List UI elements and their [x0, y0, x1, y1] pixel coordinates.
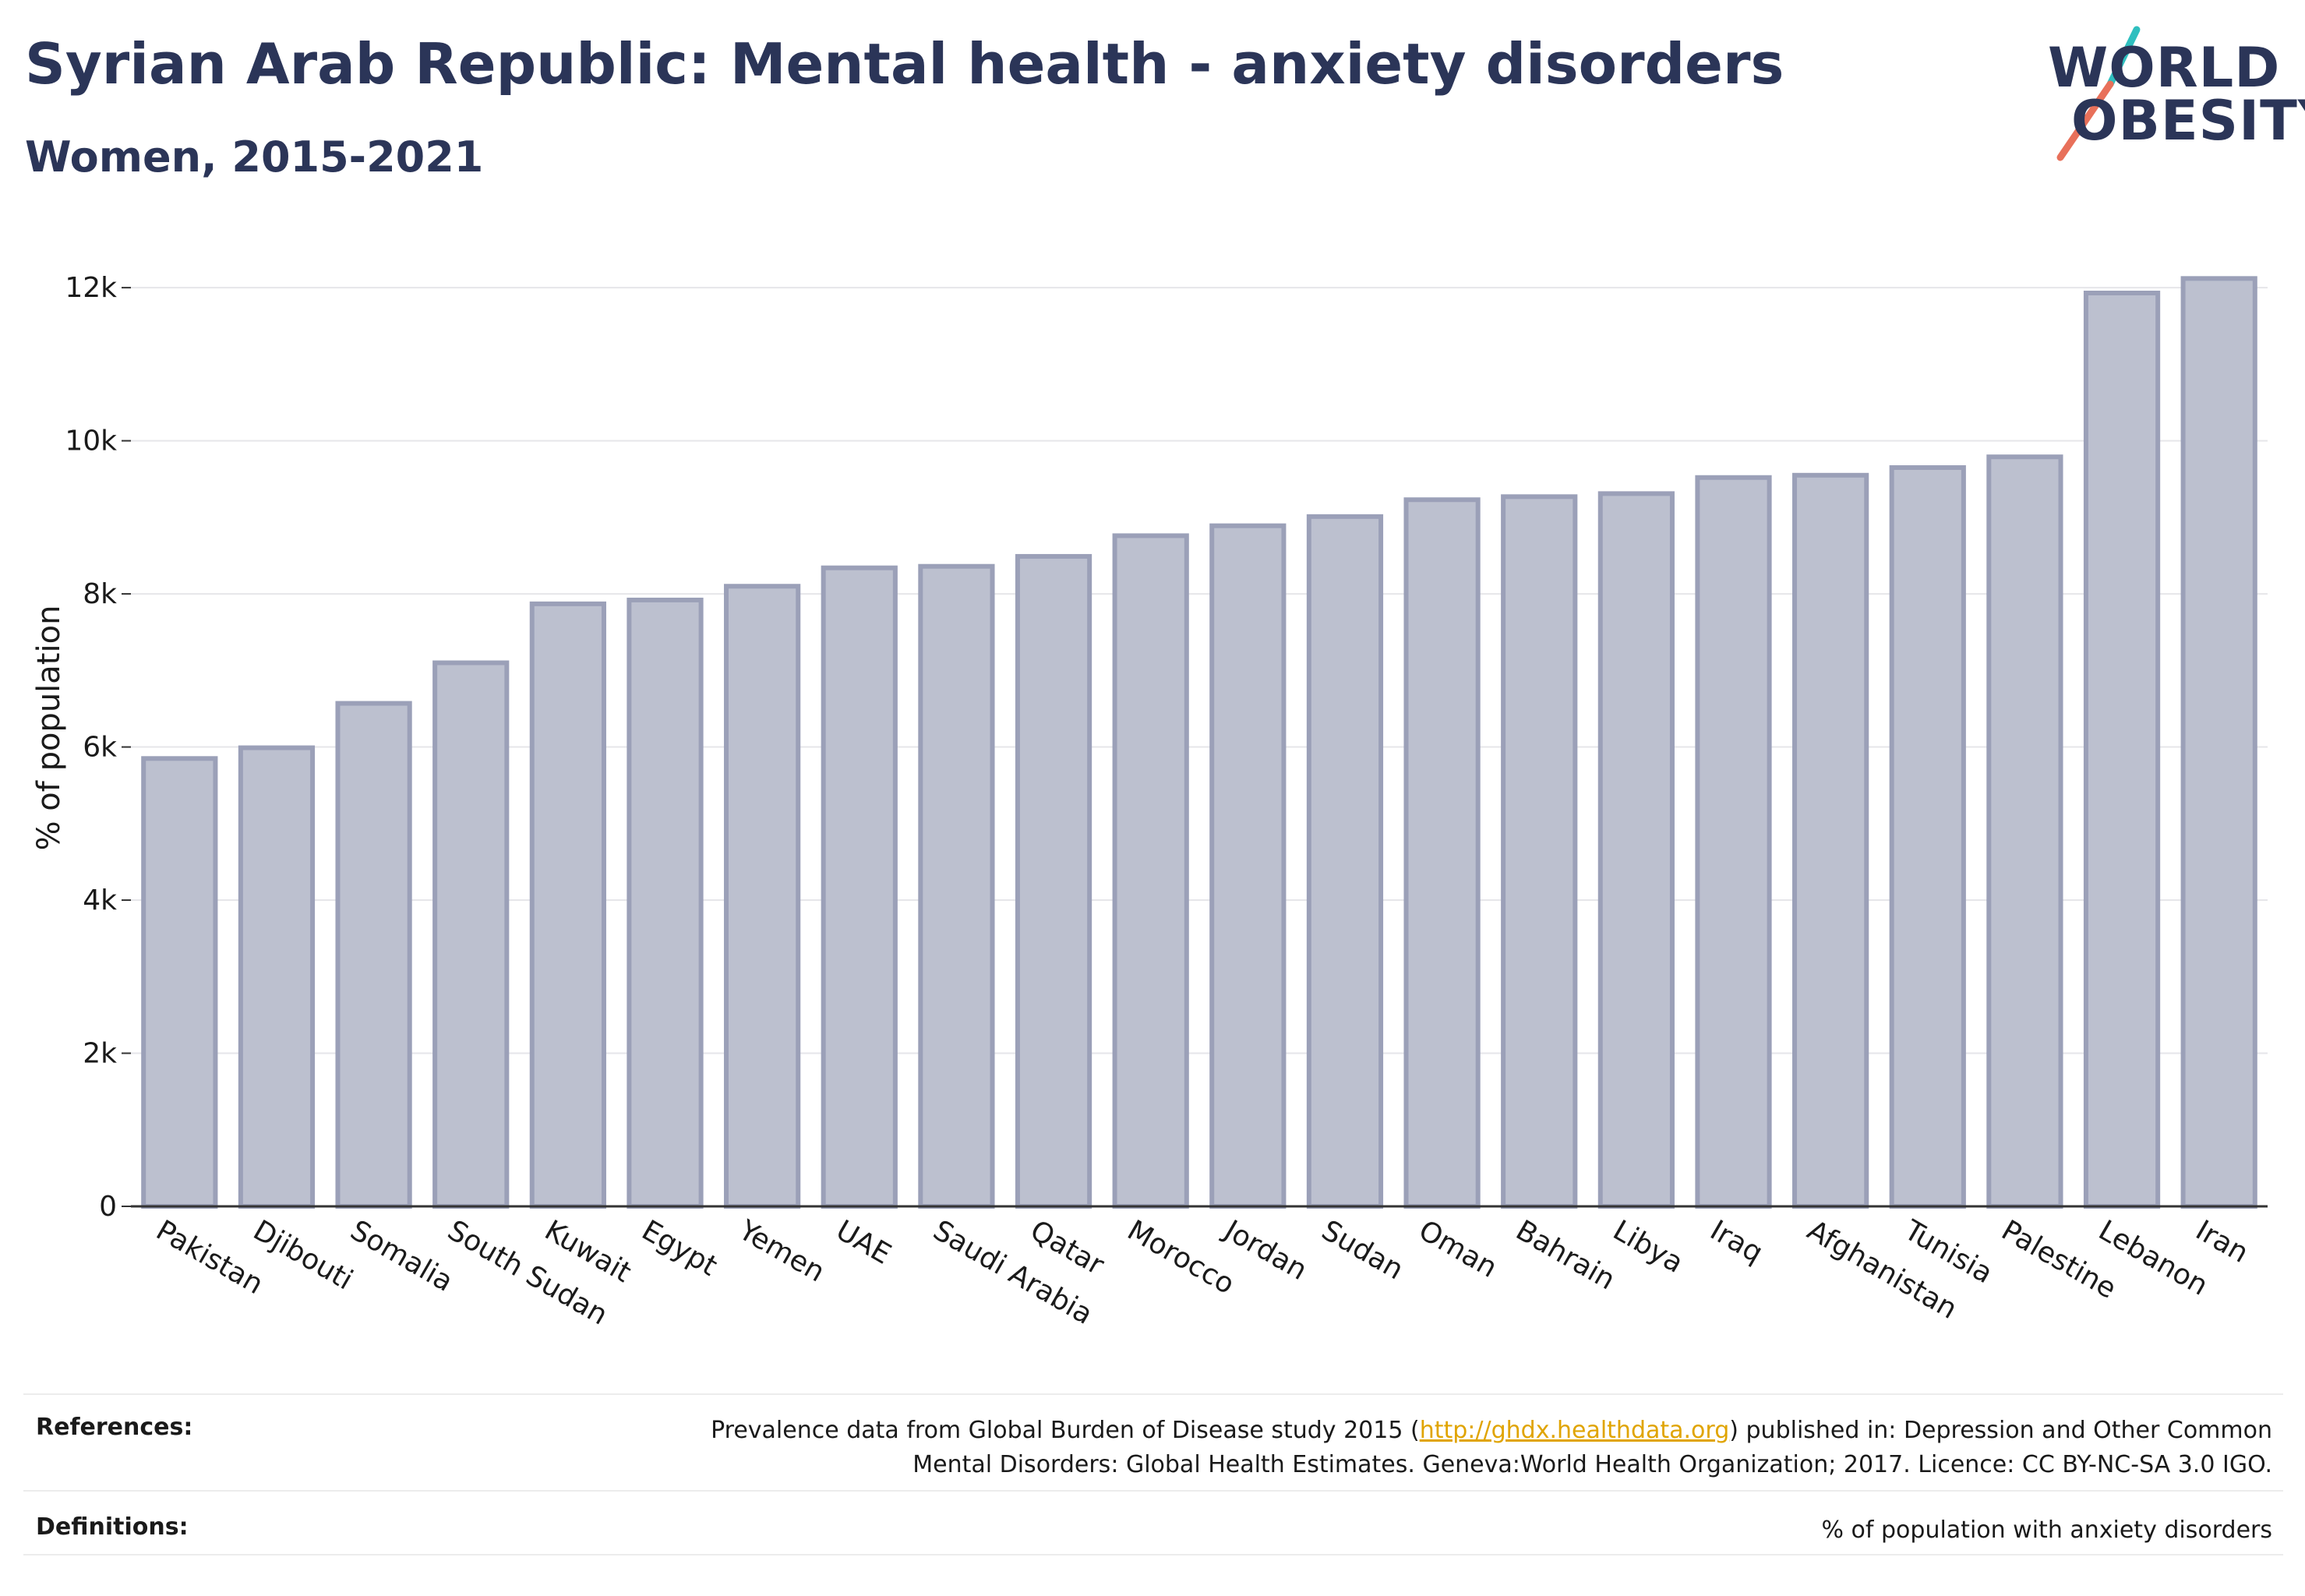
bar-uae[interactable]: [821, 565, 898, 1209]
y-tick-label: 0: [99, 1191, 117, 1223]
x-tick-label: Morocco: [1122, 1214, 1240, 1301]
y-tick-label: 8k: [83, 578, 117, 610]
bar-somalia[interactable]: [335, 701, 412, 1209]
x-tick-label: Yemen: [732, 1214, 830, 1289]
references-row: References: Prevalence data from Global …: [23, 1409, 2283, 1495]
definitions-label: Definitions:: [36, 1513, 189, 1541]
bar-sudan[interactable]: [1306, 514, 1384, 1209]
world-obesity-logo: WORLD OBESITY: [2026, 23, 2305, 171]
y-axis-label: % of population: [31, 606, 67, 851]
y-axis-ticks: 0 2k 4k 6k 8k 10k 12k: [65, 272, 131, 1223]
references-text-start: Prevalence data from Global Burden of Di…: [711, 1417, 1420, 1444]
x-tick-label: South Sudan: [442, 1214, 612, 1331]
bar-south-sudan[interactable]: [432, 660, 510, 1209]
bar-iraq[interactable]: [1695, 475, 1772, 1209]
x-tick-label: Iran: [2190, 1214, 2254, 1269]
chart-subtitle: Women, 2015-2021: [25, 132, 484, 182]
x-tick-label: Somalia: [345, 1214, 458, 1298]
bar-tunisia[interactable]: [1889, 464, 1966, 1209]
bar-palestine[interactable]: [1986, 454, 2063, 1209]
bar-libya[interactable]: [1597, 491, 1675, 1209]
bar-kuwait[interactable]: [529, 601, 606, 1209]
bar-qatar[interactable]: [1015, 553, 1092, 1209]
bar-pakistan[interactable]: [141, 756, 218, 1209]
x-tick-label: UAE: [831, 1214, 896, 1270]
footer-divider-middle: [23, 1490, 2283, 1492]
chart-title: Syrian Arab Republic: Mental health - an…: [25, 31, 1784, 97]
logo-line-obesity: OBESITY: [2071, 89, 2305, 153]
bar-egypt[interactable]: [627, 597, 704, 1209]
references-text: Prevalence data from Global Burden of Di…: [711, 1414, 2272, 1482]
bar-oman[interactable]: [1403, 497, 1481, 1209]
references-text-end: ) published in: Depression and Other Com…: [1729, 1417, 2272, 1444]
bar-bahrain[interactable]: [1501, 494, 1578, 1209]
bar-iran[interactable]: [2180, 276, 2257, 1209]
x-tick-label: Djibouti: [248, 1214, 358, 1296]
x-tick-label: Egypt: [637, 1214, 722, 1282]
footer-divider-top: [23, 1393, 2283, 1395]
x-tick-label: Pakistan: [150, 1214, 268, 1301]
bar-lebanon[interactable]: [2083, 290, 2161, 1209]
bar-djibouti[interactable]: [238, 745, 316, 1209]
footer-divider-bottom: [23, 1554, 2283, 1555]
y-tick-label: 6k: [83, 732, 117, 764]
bar-saudi-arabia[interactable]: [918, 563, 995, 1209]
y-tick-label: 2k: [83, 1038, 117, 1070]
y-tick-label: 10k: [65, 425, 117, 457]
definitions-row: Definitions: % of population with anxiet…: [23, 1509, 2283, 1555]
logo-line-world: WORLD: [2048, 36, 2281, 100]
bars: [141, 276, 2257, 1209]
definitions-text: % of population with anxiety disorders: [1821, 1517, 2272, 1544]
bar-morocco[interactable]: [1112, 533, 1189, 1209]
bar-jordan[interactable]: [1209, 523, 1287, 1209]
x-tick-label: Iraq: [1705, 1214, 1768, 1269]
x-tick-label: Oman: [1414, 1214, 1502, 1284]
x-tick-label: Sudan: [1316, 1214, 1409, 1286]
y-tick-label: 4k: [83, 885, 117, 916]
x-tick-label: Bahrain: [1510, 1214, 1620, 1296]
references-text-line2: Mental Disorders: Global Health Estimate…: [912, 1451, 2272, 1478]
logo-slash-icon: [2056, 26, 2141, 161]
bar-afghanistan[interactable]: [1792, 472, 1869, 1209]
references-label: References:: [36, 1414, 193, 1441]
references-link[interactable]: http://ghdx.healthdata.org: [1419, 1417, 1730, 1444]
y-tick-label: 12k: [65, 272, 117, 304]
bar-yemen[interactable]: [724, 584, 801, 1209]
